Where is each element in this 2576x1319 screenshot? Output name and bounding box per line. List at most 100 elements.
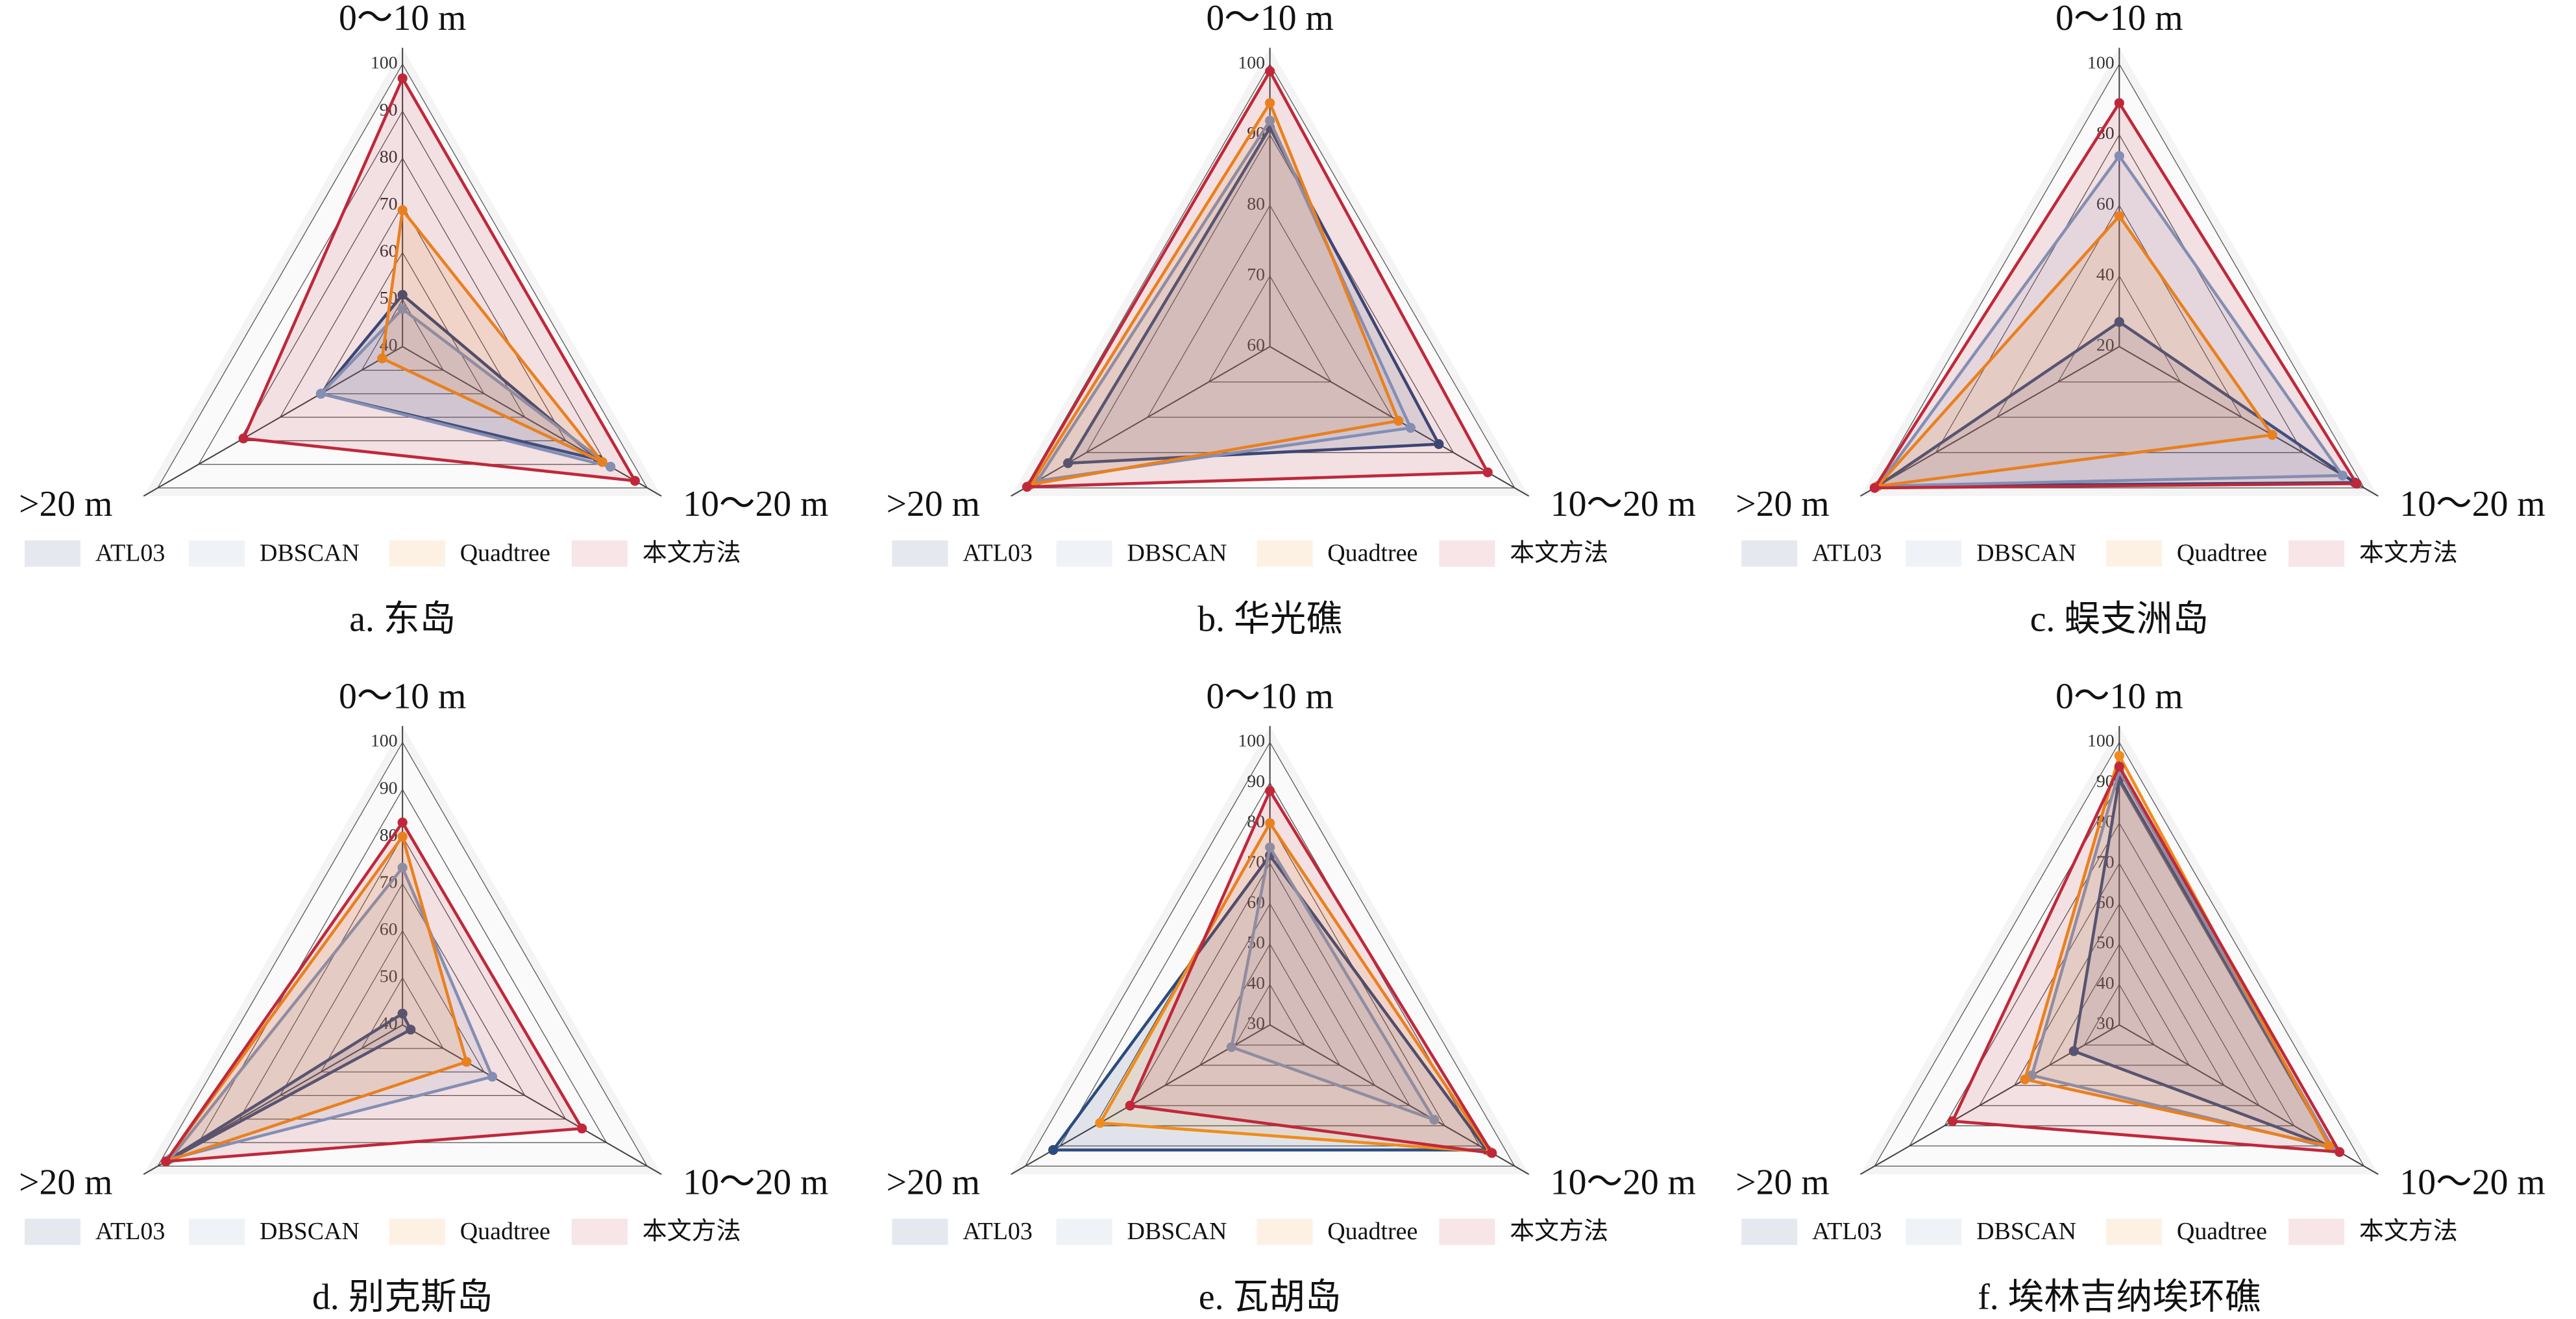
legend-label: DBSCAN bbox=[1127, 539, 1227, 566]
r-tick-label: 100 bbox=[2087, 731, 2115, 751]
grid-line bbox=[1147, 204, 1393, 418]
legend-label: DBSCAN bbox=[1127, 1218, 1227, 1245]
grid-line bbox=[361, 298, 445, 371]
legend-label: ATL03 bbox=[95, 539, 166, 566]
series-area bbox=[2072, 774, 2337, 1151]
legend-label: 本文方法 bbox=[2359, 539, 2458, 566]
legend-swatch bbox=[892, 540, 948, 567]
legend-swatch bbox=[1257, 540, 1313, 567]
series-area bbox=[1028, 99, 1401, 487]
legend-label: Quadtree bbox=[2177, 539, 2267, 566]
series-area bbox=[166, 864, 495, 1162]
series-area bbox=[2030, 767, 2336, 1150]
data-point bbox=[1393, 415, 1404, 426]
grid-line bbox=[1874, 63, 2365, 489]
r-tick-label: 100 bbox=[1238, 731, 1265, 751]
r-tick-label: 90 bbox=[1247, 771, 1265, 792]
grid-line bbox=[2083, 984, 2155, 1046]
data-point bbox=[161, 1156, 171, 1167]
grid-line bbox=[2048, 943, 2190, 1066]
axis-label: 10～20 m bbox=[683, 484, 828, 524]
data-point bbox=[397, 304, 408, 314]
grid-line bbox=[320, 251, 485, 394]
chart-subtitle: d. 别克斯岛 bbox=[312, 1277, 493, 1318]
r-tick-label: 50 bbox=[2096, 933, 2115, 953]
legend-label: 本文方法 bbox=[1510, 1218, 1608, 1245]
grid-line bbox=[279, 204, 526, 418]
data-point bbox=[1265, 66, 1275, 77]
legend-swatch bbox=[571, 1218, 628, 1245]
legend-label: ATL03 bbox=[963, 1218, 1033, 1245]
axis-line bbox=[1859, 346, 2120, 497]
grid-line bbox=[2057, 275, 2181, 383]
series-area bbox=[1229, 843, 1438, 1123]
legend-swatch bbox=[1257, 1218, 1313, 1245]
legend-label: DBSCAN bbox=[260, 539, 360, 566]
grid-line bbox=[1943, 822, 2295, 1126]
r-tick-label: 80 bbox=[380, 147, 398, 167]
data-point bbox=[577, 1123, 587, 1133]
series-area bbox=[162, 833, 469, 1165]
r-tick-label: 80 bbox=[1247, 194, 1265, 214]
legend-swatch bbox=[1741, 1218, 1798, 1245]
axis-label: 0～10 m bbox=[2055, 0, 2183, 38]
grid-line bbox=[2013, 902, 2225, 1086]
axis-line bbox=[2118, 346, 2379, 497]
legend-label: DBSCAN bbox=[260, 1218, 360, 1245]
r-tick-label: 100 bbox=[371, 53, 398, 73]
legend-label: 本文方法 bbox=[643, 539, 741, 566]
axis-label: >20 m bbox=[887, 484, 980, 524]
r-tick-label: 40 bbox=[1247, 973, 1265, 993]
legend-label: 本文方法 bbox=[1510, 539, 1608, 566]
grid-line bbox=[238, 157, 567, 442]
series-area bbox=[163, 819, 585, 1163]
data-point bbox=[2114, 211, 2124, 221]
grid-line bbox=[361, 976, 445, 1049]
grid-line bbox=[1996, 204, 2242, 418]
axis-line bbox=[402, 346, 662, 497]
grid-line bbox=[1208, 275, 1332, 383]
axis-label: 0～10 m bbox=[1206, 676, 1333, 716]
r-tick-label: 60 bbox=[2096, 194, 2115, 214]
data-point bbox=[2114, 762, 2124, 772]
axis-label: 0～10 m bbox=[339, 0, 466, 38]
data-point bbox=[2267, 430, 2277, 440]
data-point bbox=[377, 353, 387, 364]
grid-line bbox=[1199, 943, 1341, 1066]
r-tick-label: 40 bbox=[2096, 265, 2115, 285]
data-point bbox=[397, 1008, 408, 1019]
data-point bbox=[397, 831, 408, 842]
data-point bbox=[1226, 1042, 1236, 1052]
series-area bbox=[241, 75, 638, 483]
data-point bbox=[1265, 786, 1275, 796]
data-point bbox=[2351, 478, 2362, 489]
legend-swatch bbox=[1056, 540, 1112, 567]
axis-line bbox=[1011, 346, 1271, 497]
legend-label: ATL03 bbox=[1812, 1218, 1882, 1245]
grid-line bbox=[1234, 984, 1306, 1046]
data-point bbox=[2068, 1046, 2079, 1056]
grid-line bbox=[320, 930, 485, 1072]
series-area bbox=[1098, 820, 1493, 1154]
axis-label: >20 m bbox=[887, 1163, 980, 1203]
data-point bbox=[238, 433, 249, 444]
legend-swatch bbox=[1439, 540, 1495, 567]
legend-swatch bbox=[1741, 540, 1798, 567]
chart-subtitle: f. 埃林吉纳埃环礁 bbox=[1978, 1277, 2261, 1318]
grid-line bbox=[1978, 862, 2260, 1106]
data-point bbox=[1125, 1100, 1135, 1111]
legend-swatch bbox=[892, 1218, 948, 1245]
axis-line bbox=[143, 346, 403, 497]
r-tick-label: 70 bbox=[380, 194, 398, 214]
data-point bbox=[1265, 98, 1275, 108]
r-tick-label: 90 bbox=[380, 778, 398, 798]
series-area bbox=[1024, 68, 1490, 489]
data-point bbox=[1095, 1118, 1105, 1128]
legend-label: Quadtree bbox=[2177, 1218, 2267, 1245]
r-tick-label: 60 bbox=[380, 919, 398, 939]
data-point bbox=[487, 1071, 498, 1082]
series-area bbox=[318, 293, 600, 461]
legend-swatch bbox=[189, 540, 245, 567]
series-area bbox=[380, 206, 604, 464]
